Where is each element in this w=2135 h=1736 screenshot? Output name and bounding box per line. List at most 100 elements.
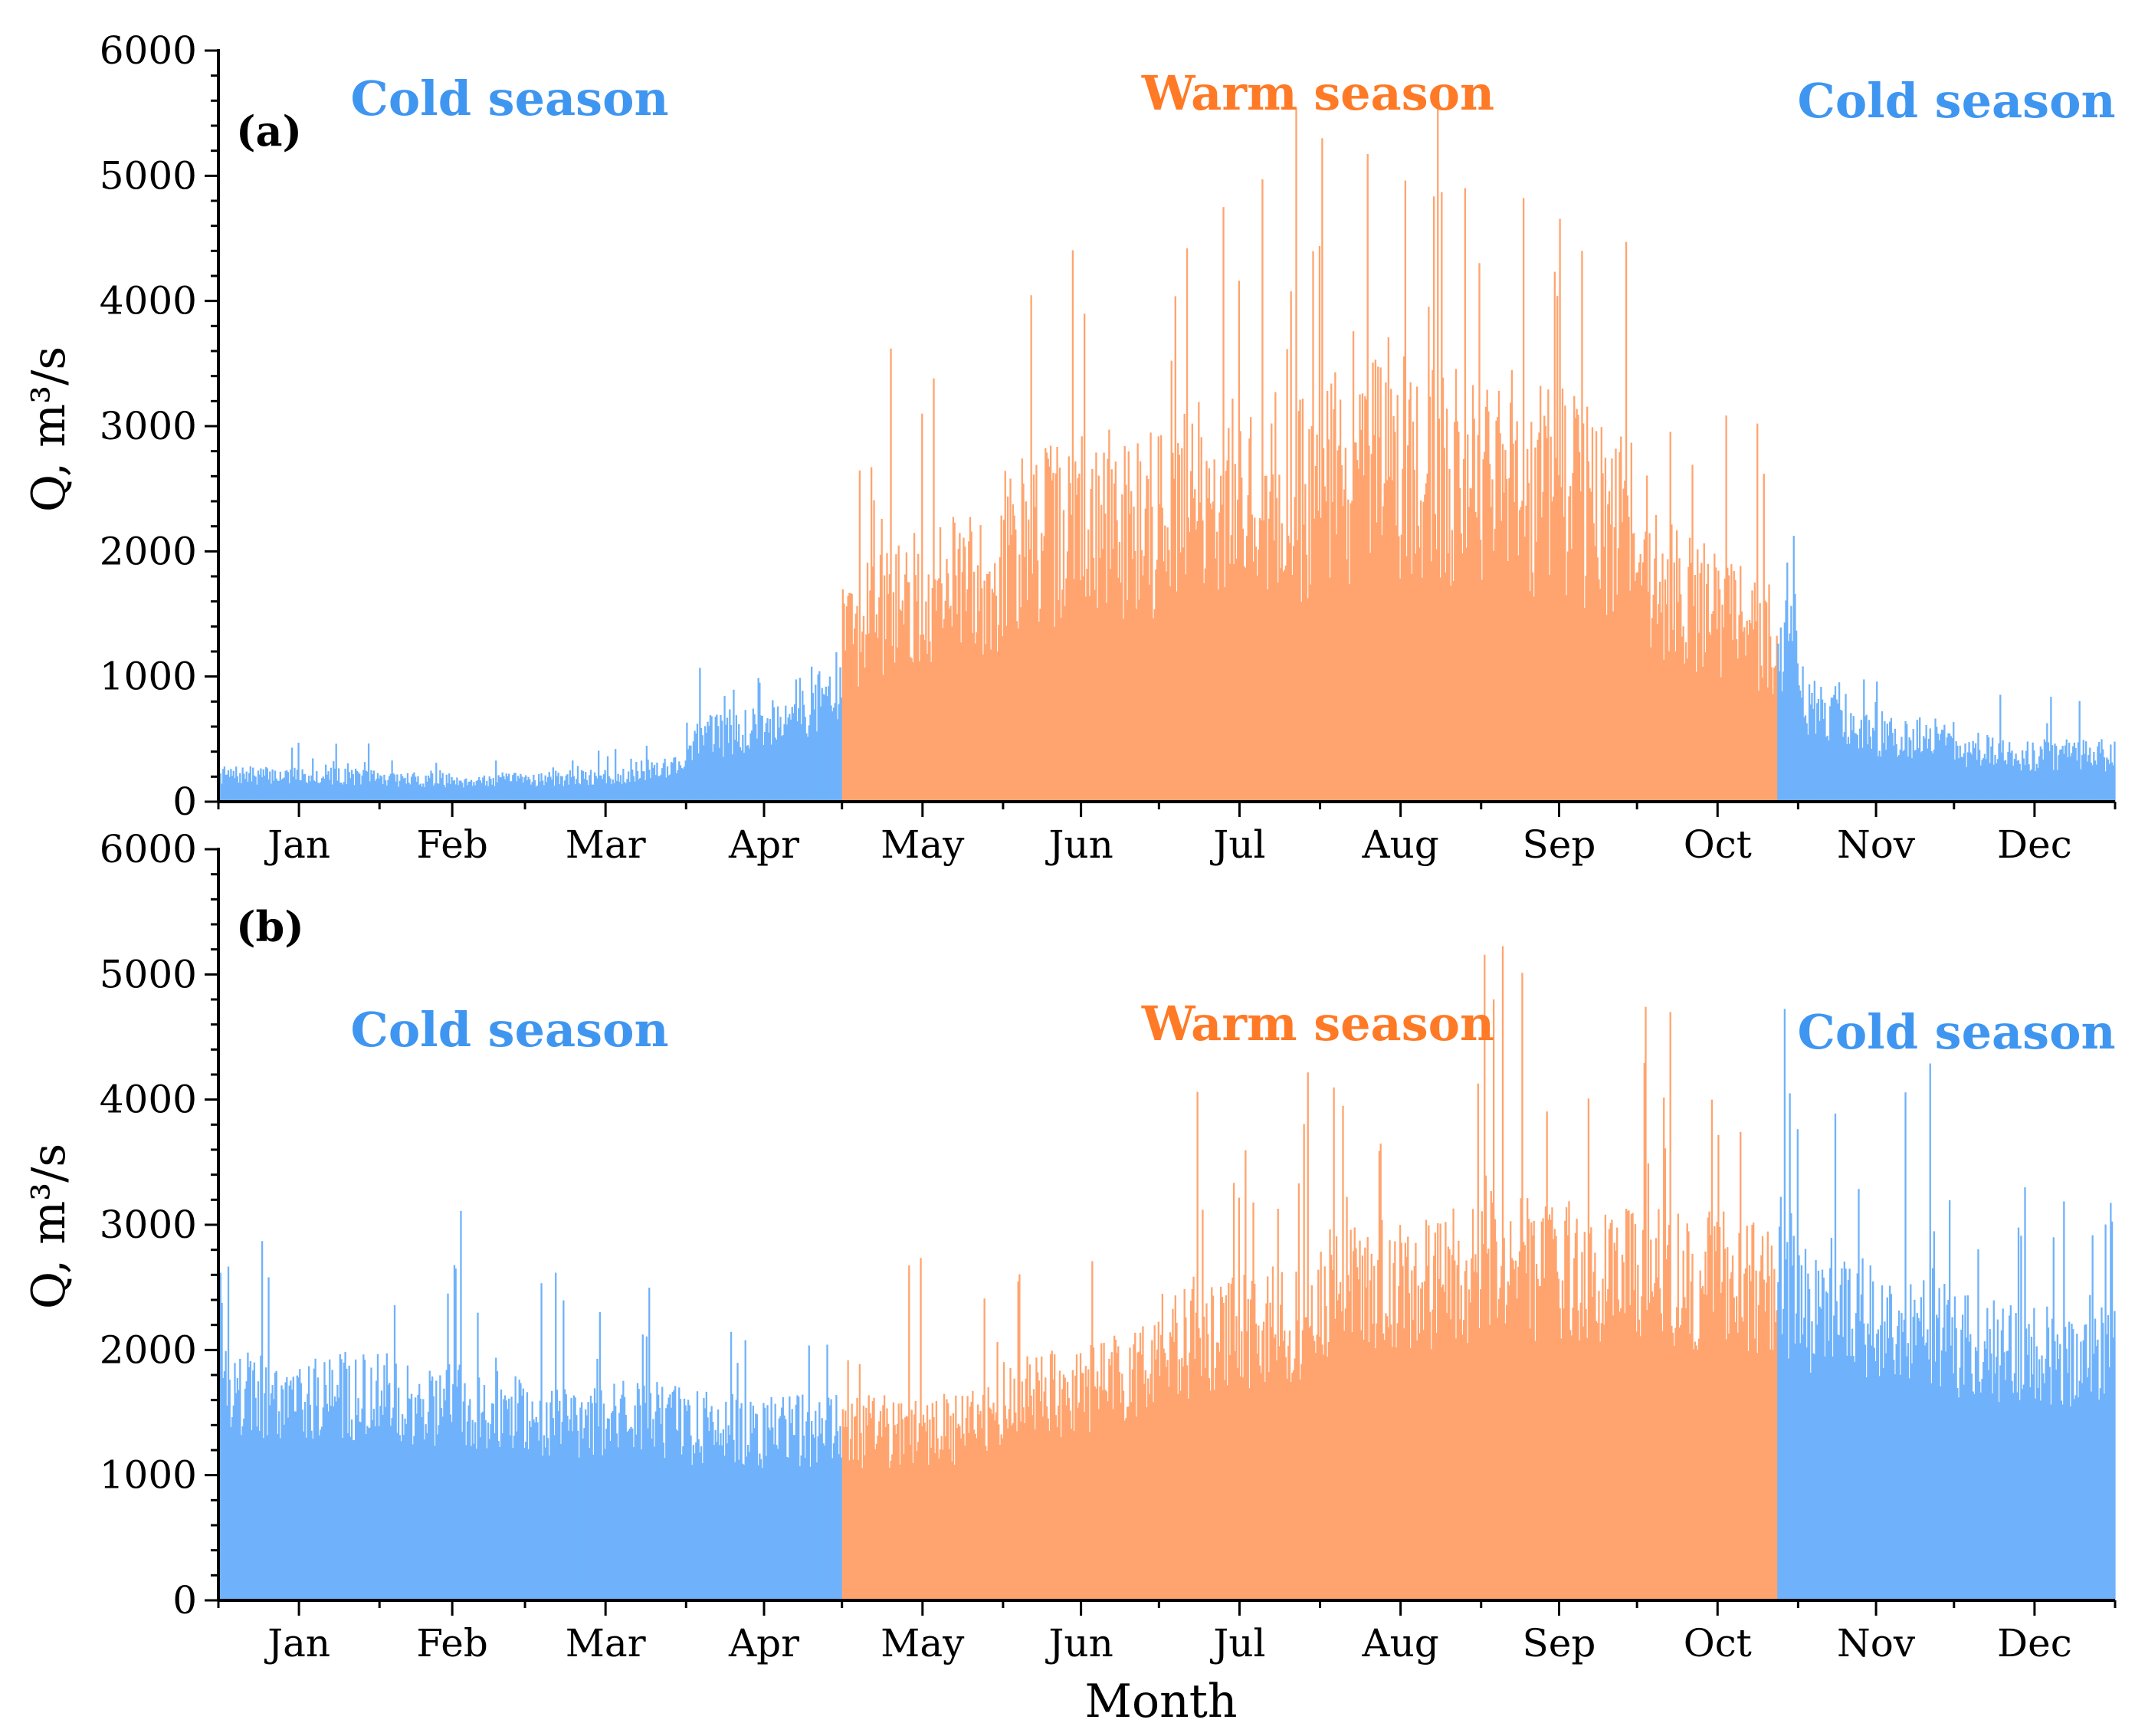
flow-bar [1547,1219,1550,1600]
flow-bar [239,1358,241,1600]
flow-bar [1005,1419,1008,1600]
flow-bar [1986,734,1989,802]
flow-bar [612,779,614,802]
flow-bar [1061,589,1064,802]
flow-bar [1864,1344,1867,1600]
flow-bar [1350,1229,1352,1600]
flow-bar [908,1265,910,1600]
flow-bar [1730,564,1733,802]
flow-bar [1789,1093,1791,1600]
flow-bar [1274,392,1277,802]
flow-bar [1897,1310,1901,1600]
flow-bar [1497,1298,1500,1600]
flow-bar [683,766,686,802]
flow-bar [1550,1219,1552,1600]
flow-bar [1635,1331,1638,1600]
flow-bar [1682,1250,1684,1600]
flow-bar [378,778,380,802]
flow-bar [883,1395,886,1600]
flow-bar [1254,1323,1258,1600]
flow-bar [1297,411,1300,802]
flow-bar [1226,1385,1228,1600]
flow-bar [527,776,530,802]
flow-bar [1448,1249,1451,1600]
flow-bar [1087,1369,1090,1600]
flow-bar [640,1449,643,1600]
flow-bar [848,1460,851,1600]
flow-bar [1407,445,1409,802]
flow-bar [1527,483,1530,802]
flow-bar [1126,600,1129,802]
flow-bar [647,1428,649,1600]
flow-bar [854,1416,857,1600]
flow-bar [1973,1393,1976,1600]
flow-bar [644,779,647,802]
flow-bar [1800,1265,1803,1600]
flow-bar [592,784,595,802]
flow-bar [583,1428,585,1600]
flow-bar [327,771,330,802]
flow-bar [296,770,299,802]
flow-bar [877,1435,879,1600]
flow-bar [1225,471,1228,802]
flow-bar [972,1390,974,1600]
x-tick-label: Aug [1361,822,1438,867]
flow-bar [2089,1295,2091,1600]
flow-bar [1906,1356,1908,1600]
flow-bar [1465,1260,1468,1600]
flow-bar [387,779,389,802]
flow-bar [1682,626,1684,802]
flow-bar [1759,1271,1761,1600]
flow-bar [1510,1221,1512,1600]
flow-bar [795,679,797,802]
flow-bar [2071,1323,2073,1600]
flow-bar [372,1419,374,1600]
flow-bar [1474,511,1477,802]
flow-bar [1373,1265,1376,1600]
flow-bar [1846,743,1848,802]
flow-bar [766,1405,769,1600]
flow-bar [325,1384,327,1600]
flow-bar [258,1430,261,1600]
flow-bar [2085,741,2087,802]
flow-bar [1267,589,1269,802]
flow-bar [436,783,439,802]
flow-bar [1626,1210,1628,1600]
flow-bar [1686,658,1688,802]
flow-bar [2042,1373,2045,1600]
flow-bar [1309,1326,1312,1600]
flow-bar [2091,1235,2094,1600]
flow-bar [539,1400,542,1600]
flow-bar [1901,1313,1903,1600]
flow-bar [888,574,891,802]
flow-bar [520,1383,522,1600]
flow-bar [458,780,461,802]
flow-bar [1512,1260,1514,1600]
flow-bar [1710,635,1712,802]
flow-bar [1740,611,1743,802]
flow-bar [832,707,835,802]
flow-bar [2106,1334,2108,1600]
flow-bar [694,730,696,802]
flow-bar [1064,605,1066,802]
flow-bar [1676,530,1678,802]
flow-bar [1523,1245,1526,1600]
flow-bar [890,1460,892,1600]
flow-bar [1277,1209,1279,1600]
flow-bar [303,1431,305,1600]
flow-bar [867,633,870,802]
flow-bar [1933,750,1935,802]
flow-bar [2065,1348,2068,1600]
flow-bar [963,537,965,802]
flow-bar [825,686,827,802]
flow-bar [228,1380,231,1600]
flow-bar [1804,715,1807,802]
flow-bar [1064,1377,1066,1600]
flow-bar [1205,1303,1208,1600]
flow-bar [595,776,597,802]
flow-bar [2093,1354,2095,1600]
flow-bar [1387,337,1389,802]
flow-bar [1690,1281,1692,1600]
flow-bar [1834,686,1837,802]
flow-bar [1258,1325,1260,1600]
